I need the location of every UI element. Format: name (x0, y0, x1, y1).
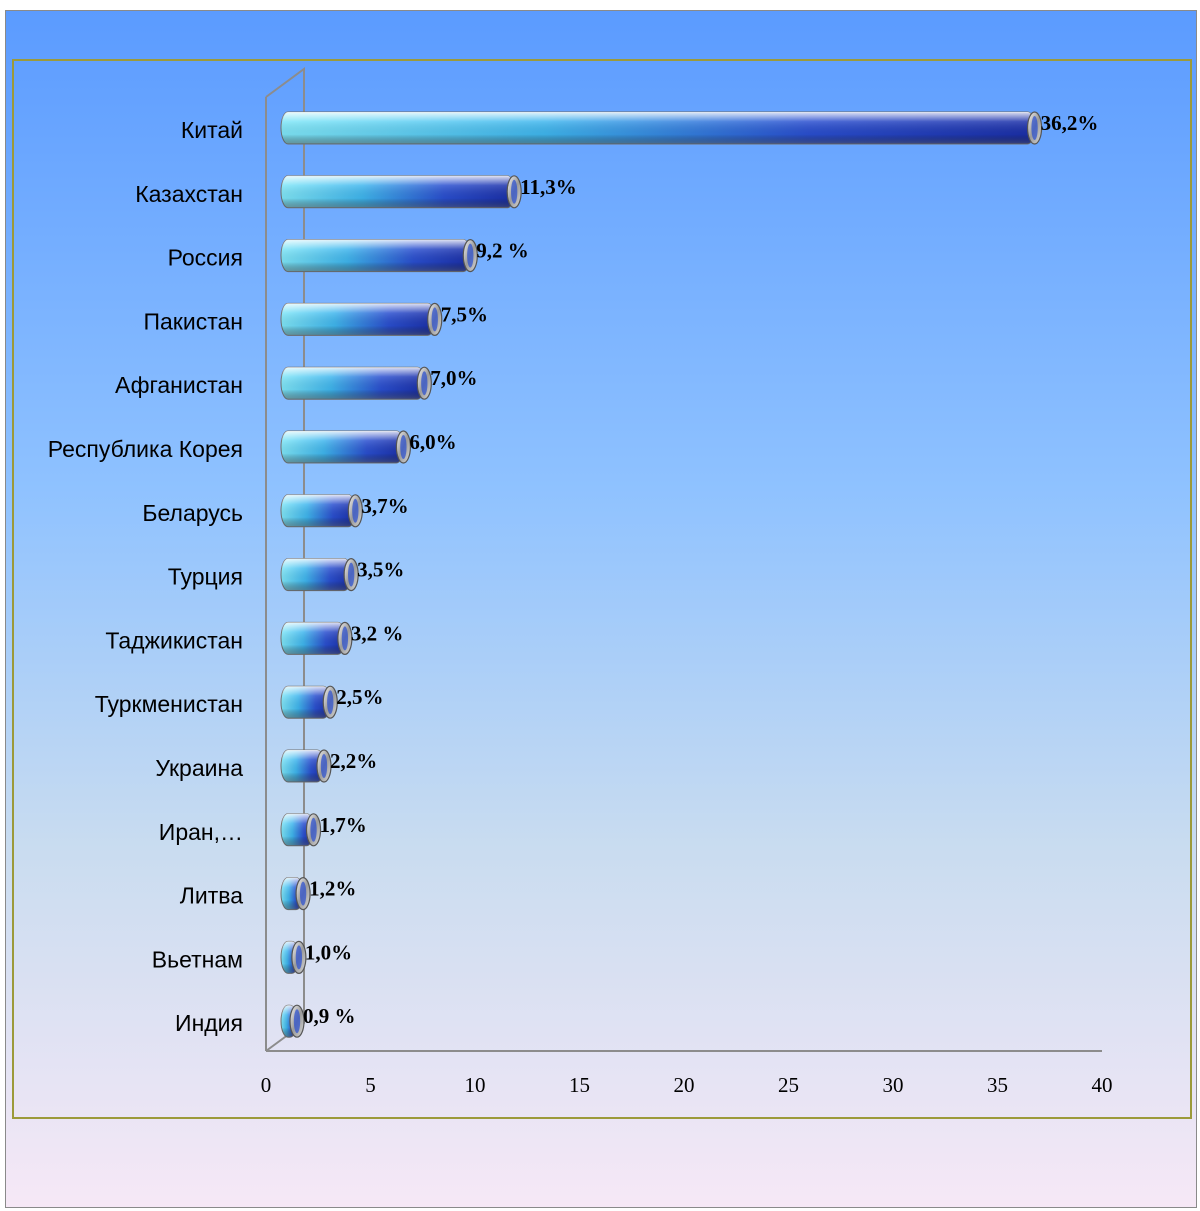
category-label: Россия (168, 245, 243, 271)
bar-end-cap-inner (310, 817, 317, 842)
category-label: Афганистан (115, 372, 243, 398)
bar (280, 430, 411, 464)
data-label: 3,7% (361, 494, 408, 518)
bar (280, 749, 332, 783)
bar (280, 111, 1043, 145)
category-label: Республика Корея (48, 436, 243, 462)
data-label: 2,2% (330, 749, 377, 773)
bar-shine (281, 367, 425, 400)
chart-labels: 0 5 10 15 20 25 30 35 40 Китай 36,2% Казахстан 11,3%… (48, 111, 1113, 1097)
data-label: 0,9 % (303, 1004, 356, 1028)
bar-end-cap-inner (511, 179, 518, 204)
data-label: 7,0% (430, 366, 477, 390)
bar (280, 940, 307, 975)
data-label: 1,0% (305, 940, 352, 964)
data-label: 3,2 % (351, 621, 404, 645)
bar-shine (281, 558, 352, 591)
bar-shine (281, 494, 356, 527)
bar-end-cap-inner (431, 307, 438, 332)
bar-end-cap-inner (348, 562, 355, 587)
bar (280, 1004, 305, 1038)
bar-shine (281, 175, 515, 208)
category-label: Индия (175, 1010, 243, 1036)
bar-shine (281, 686, 331, 719)
bar-shine (281, 112, 1035, 144)
category-label: Беларусь (142, 500, 243, 526)
bar-end-cap-inner (421, 371, 428, 396)
bar (280, 621, 353, 656)
x-tick-label: 40 (1092, 1073, 1113, 1097)
bar-end-cap-inner (467, 243, 474, 268)
bar-end-cap-inner (293, 1009, 301, 1034)
bar-shine (281, 431, 404, 463)
bar-end-cap-inner (295, 945, 303, 970)
data-label: 11,3% (520, 175, 577, 199)
category-label: Турция (168, 564, 243, 590)
category-label: Украина (155, 755, 243, 781)
x-tick-label: 35 (987, 1073, 1008, 1097)
data-label: 1,2% (309, 877, 356, 901)
category-label: Китай (181, 117, 243, 143)
bar (280, 302, 443, 336)
bar-shine (281, 303, 435, 336)
category-label: Таджикистан (105, 627, 243, 653)
bar-end-cap-inner (400, 435, 407, 459)
bar (280, 813, 322, 847)
bar (280, 685, 338, 719)
chart-bars (280, 111, 1043, 1038)
x-tick-label: 25 (778, 1073, 799, 1097)
bar (280, 175, 522, 209)
category-label: Литва (180, 883, 243, 909)
x-tick-label: 20 (674, 1073, 695, 1097)
data-label: 6,0% (409, 430, 456, 454)
category-label: Казахстан (135, 181, 243, 207)
bar-shine (281, 239, 471, 272)
bar-end-cap-inner (320, 754, 328, 778)
bar (280, 366, 432, 400)
x-tick-label: 30 (883, 1073, 904, 1097)
category-label: Туркменистан (95, 691, 243, 717)
bar (280, 557, 359, 592)
x-tick-label: 10 (465, 1073, 486, 1097)
axis-wall (265, 67, 305, 1052)
bar (280, 239, 478, 273)
category-label: Вьетнам (152, 946, 243, 972)
bar (280, 876, 311, 911)
bar-end-cap-inner (327, 690, 334, 715)
data-label: 9,2 % (476, 239, 529, 263)
bar-end-cap-inner (341, 626, 349, 651)
x-tick-label: 15 (569, 1073, 590, 1097)
bar-shine (281, 813, 314, 846)
data-label: 1,7% (320, 813, 367, 837)
data-label: 2,5% (336, 685, 383, 709)
data-label: 36,2% (1041, 111, 1099, 135)
bar (280, 494, 363, 528)
bar-end-cap-inner (1031, 116, 1038, 140)
x-tick-label: 0 (261, 1073, 272, 1097)
data-label: 3,5% (357, 558, 404, 582)
bar-shine (281, 622, 345, 655)
bar-shine (281, 750, 324, 782)
x-tick-label: 5 (365, 1073, 376, 1097)
plot-area-frame (12, 59, 1192, 1119)
category-label: Пакистан (143, 308, 243, 334)
chart-axes (265, 67, 1102, 1052)
category-label: Иран,… (159, 819, 243, 845)
data-label: 7,5% (441, 302, 488, 326)
slide-background (5, 10, 1197, 1208)
bar-end-cap-inner (299, 881, 307, 906)
bar-end-cap-inner (352, 498, 359, 523)
